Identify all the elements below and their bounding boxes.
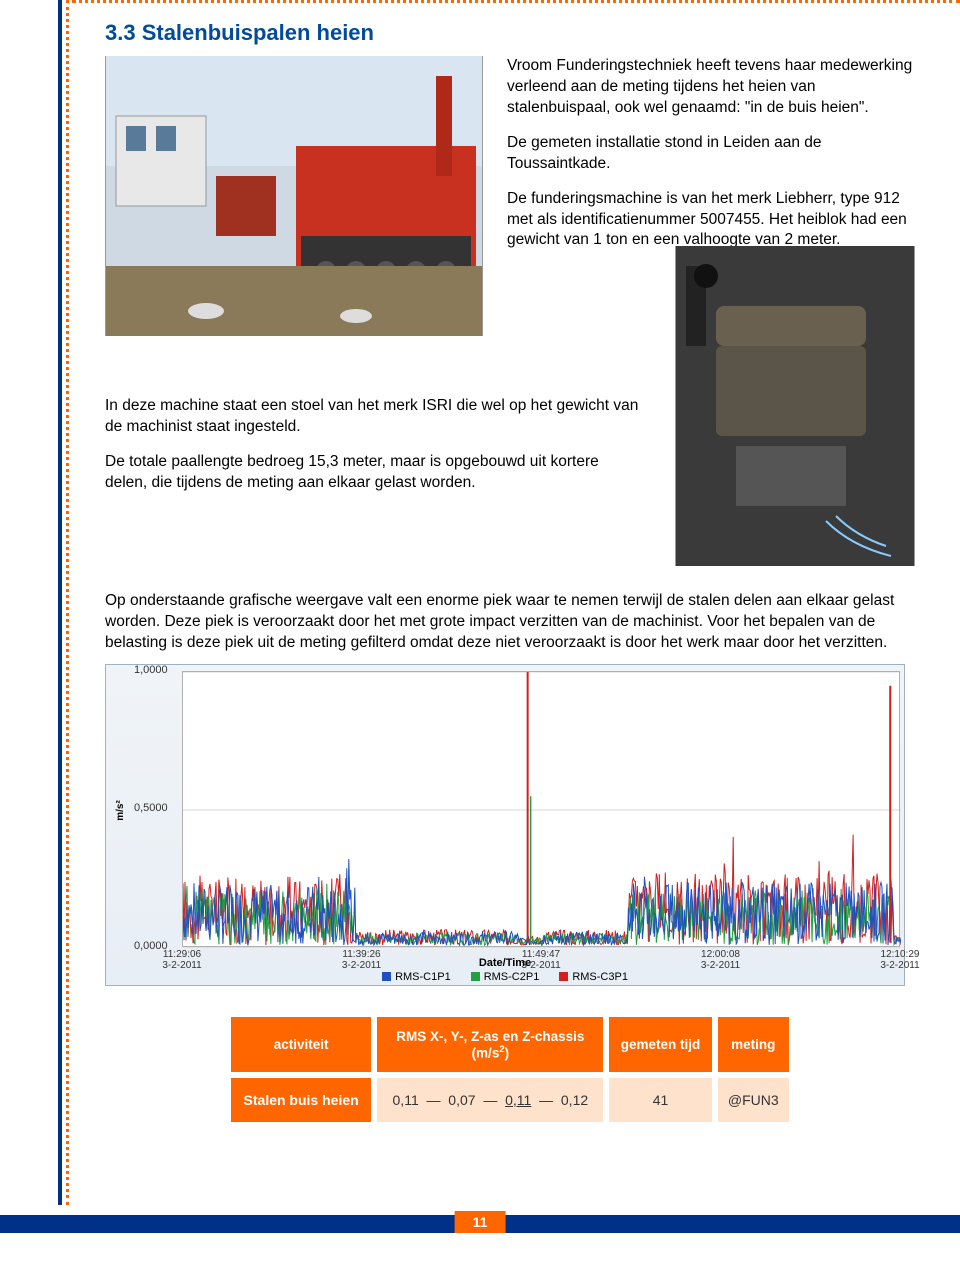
dotted-stripe-top [72,0,960,3]
dotted-stripe-vertical [66,0,69,1205]
chart-y-label: m/s² [115,800,126,821]
table-header: gemeten tijd [609,1017,711,1073]
table-cell-activity: Stalen buis heien [231,1078,371,1122]
vibration-chart: m/s² 0,00000,50001,0000 11:29:063-2-2011… [105,664,905,986]
paragraph: De funderingsmachine is van het merk Lie… [507,189,915,252]
chart-plot-area [182,671,900,947]
table-cell-tijd: 41 [609,1078,711,1122]
image-construction-site [105,56,483,336]
paragraph: Vroom Funderingstechniek heeft tevens ha… [507,56,915,119]
legend-item: RMS-C3P1 [559,971,628,983]
chart-svg [183,672,901,948]
table-header: meting [718,1017,789,1073]
legend-item: RMS-C1P1 [382,971,451,983]
measurement-table: activiteit RMS X-, Y-, Z-as en Z-chassis… [225,1011,795,1129]
section-title: 3.3 Stalenbuispalen heien [105,20,915,46]
image-operator-seat [675,246,915,566]
table-row: Stalen buis heien 0,11 — 0,07 — 0,11 — 0… [231,1078,789,1122]
page-number: 11 [455,1211,506,1233]
left-margin [0,0,72,1205]
paragraph: In deze machine staat een stoel van het … [105,396,645,438]
table-cell-rms: 0,11 — 0,07 — 0,11 — 0,12 [377,1078,603,1122]
blue-stripe [58,0,62,1205]
paragraph: De totale paallengte bedroeg 15,3 meter,… [105,452,645,494]
table-cell-meting: @FUN3 [718,1078,789,1122]
paragraph: De gemeten installatie stond in Leiden a… [507,133,915,175]
chart-legend: RMS-C1P1 RMS-C2P1 RMS-C3P1 [106,971,904,983]
paragraph: Op onderstaande grafische weergave valt … [105,591,915,654]
table-header: activiteit [231,1017,371,1073]
chart-ytick: 1,0000 [134,664,168,676]
chart-ytick: 0,5000 [134,802,168,814]
chart-x-label: Date/Time [106,957,904,969]
table-header: RMS X-, Y-, Z-as en Z-chassis (m/s²) RMS… [377,1017,603,1073]
legend-item: RMS-C2P1 [471,971,540,983]
